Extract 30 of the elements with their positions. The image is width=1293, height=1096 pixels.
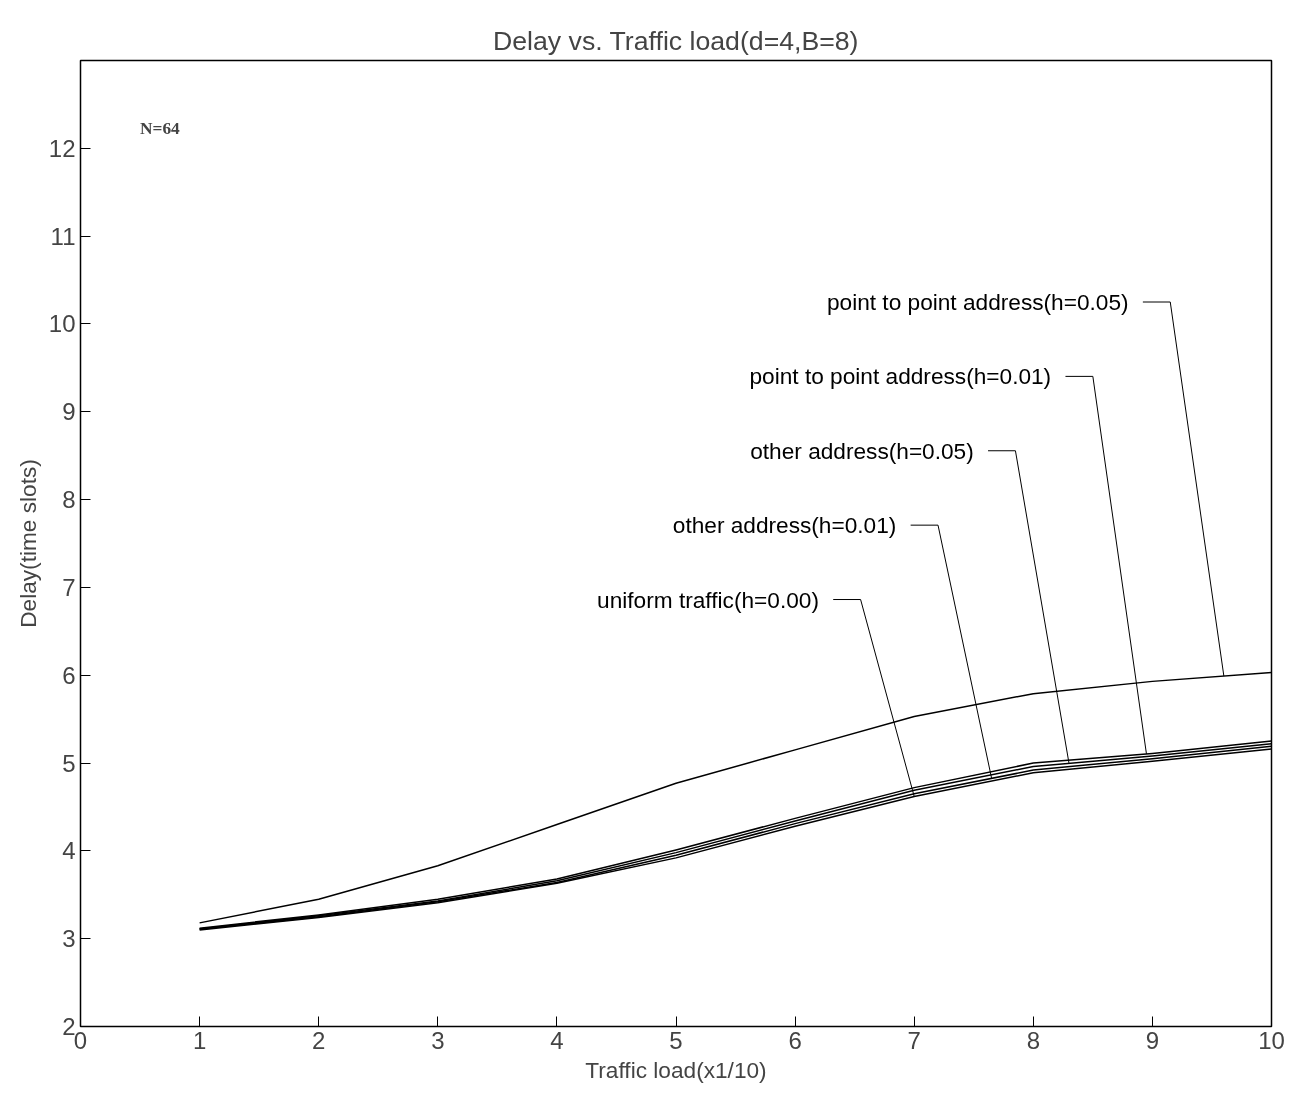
- annotation: N=64: [140, 118, 181, 138]
- x-tick-label: 6: [788, 1026, 802, 1054]
- y-tick-label: 7: [62, 573, 76, 601]
- y-tick-label: 10: [48, 310, 76, 338]
- x-tick-label: 4: [550, 1026, 564, 1054]
- chart-title: Delay vs. Traffic load(d=4,B=8): [493, 25, 859, 56]
- y-tick-label: 12: [48, 134, 76, 162]
- y-tick-label: 4: [62, 837, 76, 865]
- y-tick-label: 5: [62, 749, 76, 777]
- text: other address(h=0.05): [750, 437, 974, 464]
- text: other address(h=0.01): [672, 512, 897, 539]
- text: point to point address(h=0.05): [826, 289, 1129, 315]
- y-tick-label: 11: [50, 222, 76, 250]
- y-tick-label: 8: [62, 486, 76, 514]
- text: point to point address(h=0.01): [749, 363, 1052, 390]
- text: uniform traffic(h=0.00): [597, 586, 819, 613]
- x-tick-label: 7: [907, 1026, 921, 1054]
- x-axis-title: Traffic load(x1/10): [585, 1056, 767, 1083]
- x-tick-label: 10: [1258, 1026, 1285, 1054]
- x-tick-label: 1: [192, 1026, 207, 1054]
- x-tick-label: 8: [1026, 1026, 1040, 1054]
- x-tick-label: 2: [312, 1026, 326, 1054]
- y-tick-label: 9: [62, 398, 76, 426]
- x-tick-label: 5: [669, 1026, 683, 1054]
- x-tick-label: 3: [431, 1026, 445, 1054]
- x-tick-label: 0: [73, 1026, 88, 1054]
- y-axis-title: Delay(time slots): [14, 459, 41, 628]
- x-tick-label: 9: [1145, 1026, 1160, 1054]
- y-tick-label: 6: [62, 661, 76, 689]
- y-tick-label: 3: [62, 925, 76, 953]
